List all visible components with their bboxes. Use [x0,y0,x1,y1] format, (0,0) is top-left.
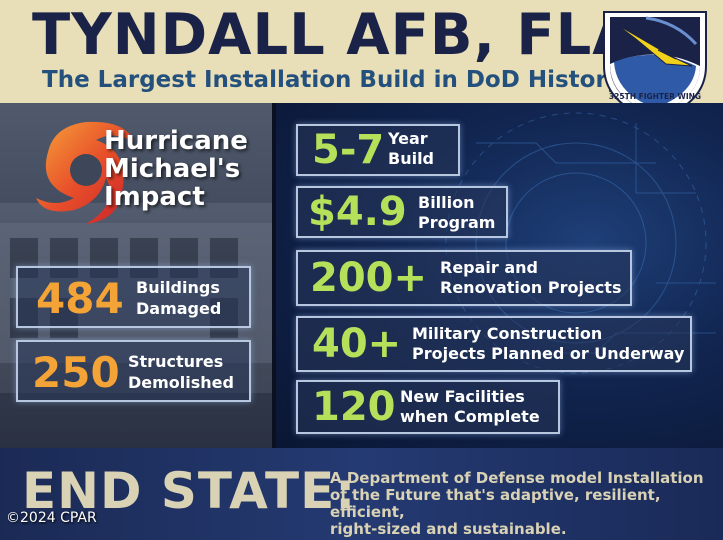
stat-label-line2: Program [418,213,496,232]
hurricane-icon [36,121,134,224]
stat-box-repair-projects [296,250,632,306]
stat-value-milcon-projects: 40+ [312,321,402,367]
impact-title-line2: Michael's [104,154,241,184]
copyright-notice: ©2024 CPAR [6,510,97,526]
stat-box-billion-program [296,186,508,238]
stat-label-line2: Build [388,149,435,168]
stat-label-line1: Buildings [136,278,220,297]
impact-title: Hurricane Michael's Impact [104,127,274,211]
stat-label-line1: Year [388,129,428,148]
stat-label-line1: Billion [418,193,475,212]
impact-title-line3: Impact [104,182,205,212]
stat-label-line2: Damaged [136,299,222,318]
impact-title-line1: Hurricane [104,126,248,156]
stat-label-year-build: Year Build [388,129,434,169]
emblem-text: 325TH FIGHTER WING [609,92,701,101]
stat-label-new-facilities: New Facilities when Complete [400,387,540,427]
stat-label-buildings-damaged: Buildings Damaged [136,277,221,319]
stat-box-structures-demolished [16,340,251,402]
stat-label-line1: Repair and [440,258,539,277]
stat-label-line2: Projects Planned or Underway [412,344,685,363]
stat-label-line2: when Complete [400,407,540,426]
stat-box-milcon-projects [296,316,692,372]
page-title: TYNDALL AFB, FLA. [32,2,660,69]
stat-value-repair-projects: 200+ [310,255,428,301]
stat-value-structures-demolished: 250 [32,348,120,397]
end-state-line3: right-sized and sustainable. [330,520,567,538]
stat-label-milcon-projects: Military Construction Projects Planned o… [412,324,684,364]
stat-label-line1: Structures [128,352,224,371]
stat-label-line1: Military Construction [412,324,603,343]
stat-value-new-facilities: 120 [312,384,396,430]
header-banner [0,0,723,103]
stat-label-line2: Demolished [128,373,234,392]
end-state-line2: of the Future that's adaptive, resilient… [330,486,661,521]
stat-box-year-build [296,124,460,176]
end-state-banner [0,448,723,540]
page-subtitle: The Largest Installation Build in DoD Hi… [42,67,622,93]
end-state-description: A Department of Defense model Installati… [330,470,720,538]
stat-label-repair-projects: Repair and Renovation Projects [440,258,621,298]
stat-label-line2: Renovation Projects [440,278,622,297]
stat-label-billion-program: Billion Program [418,193,495,233]
end-state-heading: END STATE: [22,462,357,520]
stat-label-line1: New Facilities [400,387,525,406]
panel-divider [272,103,276,448]
stat-box-new-facilities [296,380,560,434]
stat-box-buildings-damaged [16,266,251,328]
stat-label-structures-demolished: Structures Demolished [128,351,234,393]
stat-value-buildings-damaged: 484 [36,274,124,323]
stat-value-year-build: 5-7 [312,127,385,173]
stat-value-billion-program: $4.9 [308,189,407,235]
end-state-line1: A Department of Defense model Installati… [330,469,704,487]
